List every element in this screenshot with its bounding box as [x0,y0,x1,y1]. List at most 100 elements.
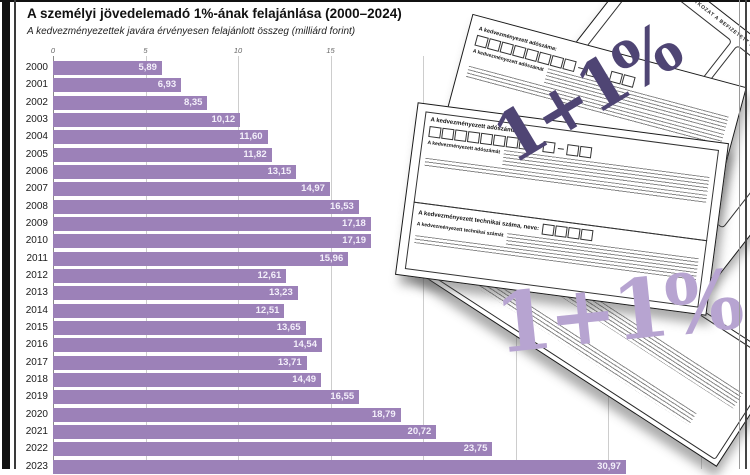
bar-row-2009: 2009 17,18 [0,216,750,232]
bar: 12,51 [53,303,285,318]
bar-row-2017: 2017 13,71 [0,355,750,371]
bar-row-2015: 2015 13,65 [0,320,750,336]
frame-right-line-inner [745,0,747,469]
bar: 30,97 [53,459,626,474]
bar-row-2002: 2002 8,35 [0,95,750,111]
checkbox-icon [541,223,555,237]
dash-separator [578,67,585,70]
bar-row-2018: 2018 14,49 [0,372,750,388]
year-label: 2009 [25,217,48,229]
checkbox-icon [518,137,532,151]
value-label: 30,97 [597,460,621,472]
checkbox-icon [479,132,494,146]
frame-top-line [0,0,750,2]
bar: 14,97 [53,182,330,197]
bar: 16,53 [53,199,359,214]
value-label: 11,82 [243,148,267,160]
year-label: 2022 [25,443,48,455]
bar: 14,54 [53,338,322,353]
value-label: 13,65 [276,321,301,333]
bar-row-2004: 2004 11,60 [0,130,750,145]
bar-row-2007: 2007 14,97 [0,182,750,197]
frame-left-bar [2,0,10,469]
bar-row-2019: 2019 16,55 [0,390,750,405]
bar: 13,65 [53,320,306,335]
checkbox-icon [505,136,519,149]
value-label: 15,96 [319,252,344,264]
bar: 17,18 [53,216,371,231]
bar: 13,23 [53,286,298,301]
checkbox-icon [454,129,468,142]
bar-row-2011: 2011 15,96 [0,251,750,267]
bar: 8,35 [53,95,208,110]
bar: 13,15 [53,164,297,179]
bar: 18,79 [53,407,401,422]
checkbox-icon [441,127,455,141]
bar-row-2014: 2014 12,51 [0,303,750,319]
bar: 11,82 [53,147,272,162]
year-label: 2011 [26,252,48,264]
dash-separator [557,147,564,150]
value-label: 18,79 [371,408,396,420]
year-label: 2021 [25,425,48,437]
bar-row-2008: 2008 16,53 [0,199,750,215]
bar-row-2022: 2022 23,75 [0,442,750,457]
bar-row-2001: 2001 6,93 [0,78,750,93]
bar-row-2020: 2020 18,79 [0,407,750,423]
frame-right-line-outer [739,0,740,469]
bar: 12,61 [53,268,287,283]
year-label: 2000 [25,62,48,73]
bar-row-2003: 2003 10,12 [0,112,750,128]
checkbox-icon [562,58,577,73]
checkbox-icon [621,74,636,88]
value-label: 16,55 [330,391,355,403]
value-label: 16,53 [330,200,354,212]
bar-row-2016: 2016 14,54 [0,338,750,353]
bar-row-2013: 2013 13,23 [0,286,750,301]
value-label: 14,97 [301,183,325,195]
checkbox-icon [585,64,600,79]
year-label: 2005 [25,148,48,160]
bar-row-2006: 2006 13,15 [0,164,750,180]
value-label: 8,35 [183,96,203,108]
x-tick-label-5: 5 [143,46,148,55]
bar: 13,71 [53,355,307,370]
bar: 6,93 [53,78,182,93]
bar-row-2023: 2023 30,97 [0,459,750,475]
value-label: 5,89 [138,62,157,73]
dash-separator [601,73,608,76]
bar: 14,49 [53,372,322,387]
bar-row-2010: 2010 17,19 [0,234,750,249]
page-subtitle: A kedvezményezettek javára érvényesen fe… [27,26,356,37]
x-tick-label-10: 10 [233,46,243,55]
value-label: 10,12 [211,113,236,125]
year-label: 2017 [25,356,48,368]
value-label: 13,71 [277,356,302,368]
checkbox-icon [466,131,481,144]
value-label: 17,19 [342,235,366,247]
year-label: 2014 [25,304,48,316]
x-tick-label-0: 0 [50,46,56,55]
dash-separator [534,144,541,147]
frame-left-line [14,0,16,469]
bar: 5,89 [53,61,162,75]
year-label: 2013 [25,287,48,299]
year-label: 2010 [25,235,48,247]
value-label: 6,93 [157,79,177,91]
value-label: 14,49 [292,373,317,385]
checkbox-icon [428,126,442,139]
year-label: 2001 [25,79,48,91]
bar: 16,55 [53,390,360,405]
year-label: 2019 [25,391,48,403]
value-label: 13,23 [268,287,293,299]
value-label: 12,51 [255,304,280,316]
x-tick-label-15: 15 [326,46,335,55]
bar: 10,12 [53,112,241,127]
value-label: 13,15 [267,165,292,177]
checkbox-icon [566,144,580,157]
bar-row-2012: 2012 12,61 [0,268,750,284]
value-label: 23,75 [463,443,488,455]
year-label: 2007 [25,183,48,195]
year-label: 2002 [25,96,48,108]
